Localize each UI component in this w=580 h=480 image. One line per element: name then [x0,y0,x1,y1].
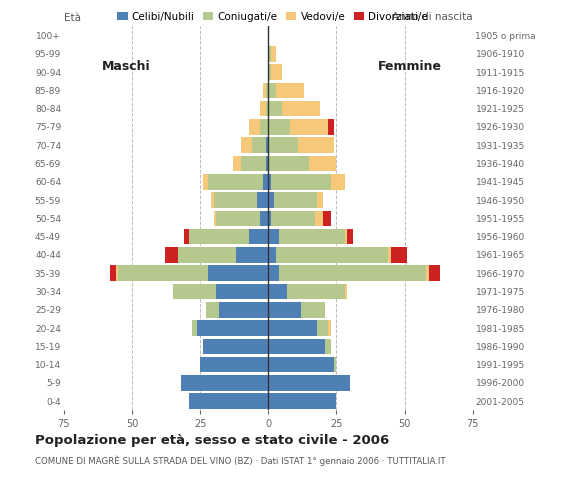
Bar [219,302,268,318]
Bar [200,357,268,372]
Bar [268,265,279,281]
Bar [317,320,328,336]
Bar [266,101,268,117]
Bar [345,284,347,300]
Bar [268,302,301,318]
Text: Anno di nascita: Anno di nascita [392,12,473,22]
Bar [252,137,266,153]
Bar [271,64,282,80]
Bar [426,265,429,281]
Bar [268,64,271,80]
Bar [118,265,208,281]
Bar [216,284,268,300]
Bar [287,284,345,300]
Bar [165,247,178,263]
Bar [268,284,287,300]
Bar [258,192,268,208]
Bar [325,338,331,354]
Bar [235,247,268,263]
Bar [268,394,336,409]
Bar [241,156,266,171]
Bar [268,229,279,244]
Bar [181,375,268,391]
Bar [189,394,268,409]
Legend: Celibi/Nubili, Coniugati/e, Vedovi/e, Divorziati/e: Celibi/Nubili, Coniugati/e, Vedovi/e, Di… [113,8,432,26]
Bar [328,320,331,336]
Bar [279,265,426,281]
Bar [260,119,268,135]
Bar [268,375,350,391]
Bar [268,357,334,372]
Bar [271,211,314,226]
Bar [282,101,320,117]
Bar [260,101,266,117]
Bar [184,229,189,244]
Bar [345,229,347,244]
Bar [268,247,277,263]
Bar [211,192,214,208]
Bar [266,83,268,98]
Bar [266,156,268,171]
Bar [268,156,309,171]
Bar [277,83,304,98]
Bar [429,265,440,281]
Bar [279,229,345,244]
Bar [298,137,334,153]
Bar [197,320,268,336]
Bar [317,192,322,208]
Bar [214,192,258,208]
Bar [208,174,263,190]
Bar [301,302,325,318]
Text: Popolazione per età, sesso e stato civile - 2006: Popolazione per età, sesso e stato civil… [35,434,389,447]
Bar [268,192,274,208]
Bar [268,101,282,117]
Bar [263,174,268,190]
Bar [216,211,260,226]
Bar [274,192,317,208]
Bar [260,211,268,226]
Bar [347,229,353,244]
Bar [271,46,277,61]
Text: Età: Età [64,13,81,23]
Bar [110,265,115,281]
Bar [271,174,331,190]
Bar [268,338,325,354]
Bar [203,338,268,354]
Bar [268,83,277,98]
Bar [331,174,345,190]
Bar [266,137,268,153]
Bar [268,320,317,336]
Bar [203,174,208,190]
Bar [178,247,235,263]
Bar [189,229,249,244]
Bar [334,357,336,372]
Bar [328,119,334,135]
Text: Maschi: Maschi [102,60,151,73]
Bar [249,119,260,135]
Text: Femmine: Femmine [378,60,442,73]
Bar [208,265,268,281]
Bar [388,247,391,263]
Bar [290,119,328,135]
Bar [192,320,197,336]
Bar [268,119,290,135]
Bar [249,229,268,244]
Bar [115,265,118,281]
Bar [391,247,407,263]
Bar [268,174,271,190]
Bar [268,46,271,61]
Bar [268,211,271,226]
Bar [233,156,241,171]
Text: COMUNE DI MAGRÈ SULLA STRADA DEL VINO (BZ) · Dati ISTAT 1° gennaio 2006 · TUTTIT: COMUNE DI MAGRÈ SULLA STRADA DEL VINO (B… [35,455,445,466]
Bar [263,83,266,98]
Bar [314,211,322,226]
Bar [309,156,336,171]
Bar [214,211,216,226]
Bar [173,284,216,300]
Bar [205,302,219,318]
Bar [268,137,298,153]
Bar [322,211,331,226]
Bar [241,137,252,153]
Bar [277,247,388,263]
